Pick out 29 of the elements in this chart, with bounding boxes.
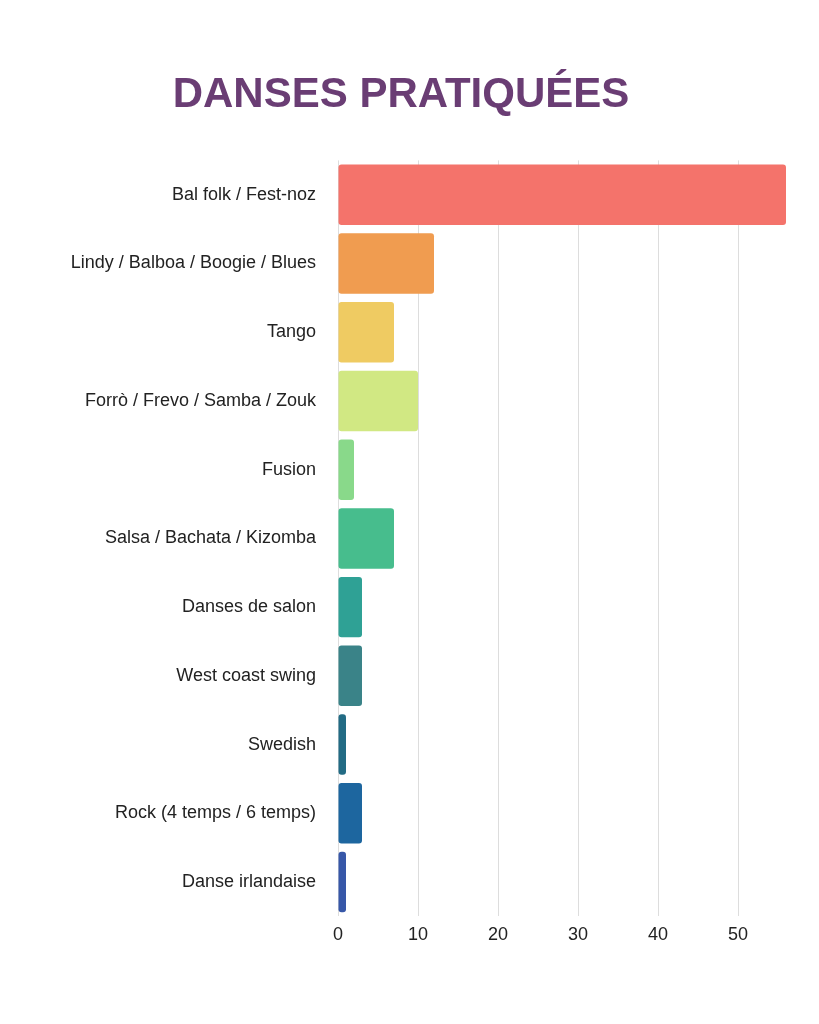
y-tick-label: Salsa / Bachata / Kizomba [104,527,317,548]
y-tick-label: Danse irlandaise [181,871,316,892]
x-tick-label: 0 [332,924,344,945]
bar [338,370,418,432]
x-tick-label: 50 [727,924,749,945]
bar [338,714,346,775]
y-tick-label: Bal folk / Fest-noz [171,183,316,204]
y-tick-label: Swedish [247,733,316,754]
bar [338,439,354,500]
y-tick-label: Rock (4 temps / 6 temps) [114,802,316,823]
x-tick-label: 30 [567,924,589,945]
bar [338,645,362,707]
y-tick-label: West coast swing [176,664,316,685]
bar [338,164,786,225]
bar [338,301,394,363]
bar [338,576,362,638]
bar [338,233,434,294]
x-tick-label: 10 [407,924,429,945]
y-tick-label: Lindy / Balboa / Boogie / Blues [70,252,316,273]
y-tick-label: Forrò / Frevo / Samba / Zouk [84,389,317,410]
y-tick-label: Danses de salon [181,596,316,617]
bar [338,783,362,844]
x-tick-label: 40 [647,924,669,945]
bar [338,508,394,569]
bar [338,851,346,913]
x-tick-label: 20 [487,924,509,945]
chart-title: DANSES PRATIQUÉES [172,68,630,116]
y-tick-label: Tango [266,321,316,342]
y-tick-label: Fusion [261,458,316,479]
